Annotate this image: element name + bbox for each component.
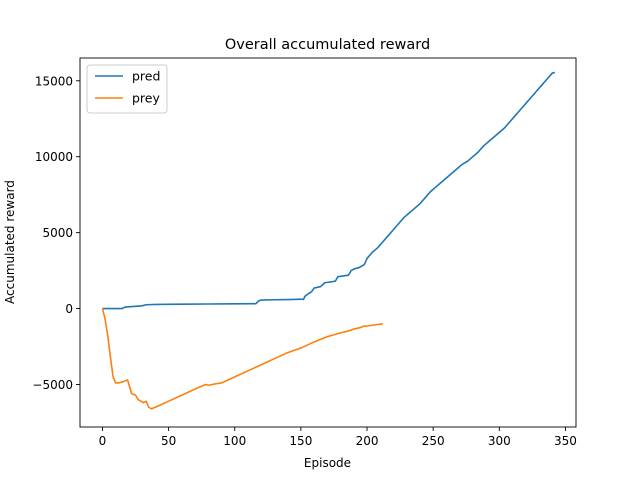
y-axis-title: Accumulated reward — [3, 180, 17, 304]
x-tick-label: 250 — [422, 434, 445, 448]
chart-title: Overall accumulated reward — [225, 37, 430, 53]
y-tick-label: 5000 — [42, 226, 73, 240]
plot-area — [79, 57, 577, 428]
x-tick-label: 150 — [289, 434, 312, 448]
legend: pred prey — [86, 64, 168, 114]
series-line-prey — [101, 308, 384, 410]
x-tick-label: 50 — [161, 434, 176, 448]
legend-label-prey: prey — [132, 91, 160, 106]
y-tick-label: 15000 — [35, 74, 73, 88]
x-tick-label: 300 — [488, 434, 511, 448]
legend-box — [86, 64, 168, 114]
x-axis-ticks: 0 50 100 150 200 250 300 350 — [99, 427, 577, 448]
axes-frame — [79, 57, 577, 428]
series-line-pred — [102, 71, 556, 310]
legend-label-pred: pred — [132, 69, 160, 84]
x-tick-label: 0 — [99, 434, 107, 448]
y-tick-label: 0 — [65, 302, 73, 316]
x-tick-label: 200 — [356, 434, 379, 448]
x-tick-label: 100 — [223, 434, 246, 448]
x-axis-title: Episode — [304, 456, 351, 470]
y-axis-ticks: −5000 0 5000 10000 15000 — [32, 74, 80, 392]
y-tick-label: −5000 — [32, 378, 73, 392]
y-tick-label: 10000 — [35, 150, 73, 164]
x-tick-label: 350 — [554, 434, 577, 448]
